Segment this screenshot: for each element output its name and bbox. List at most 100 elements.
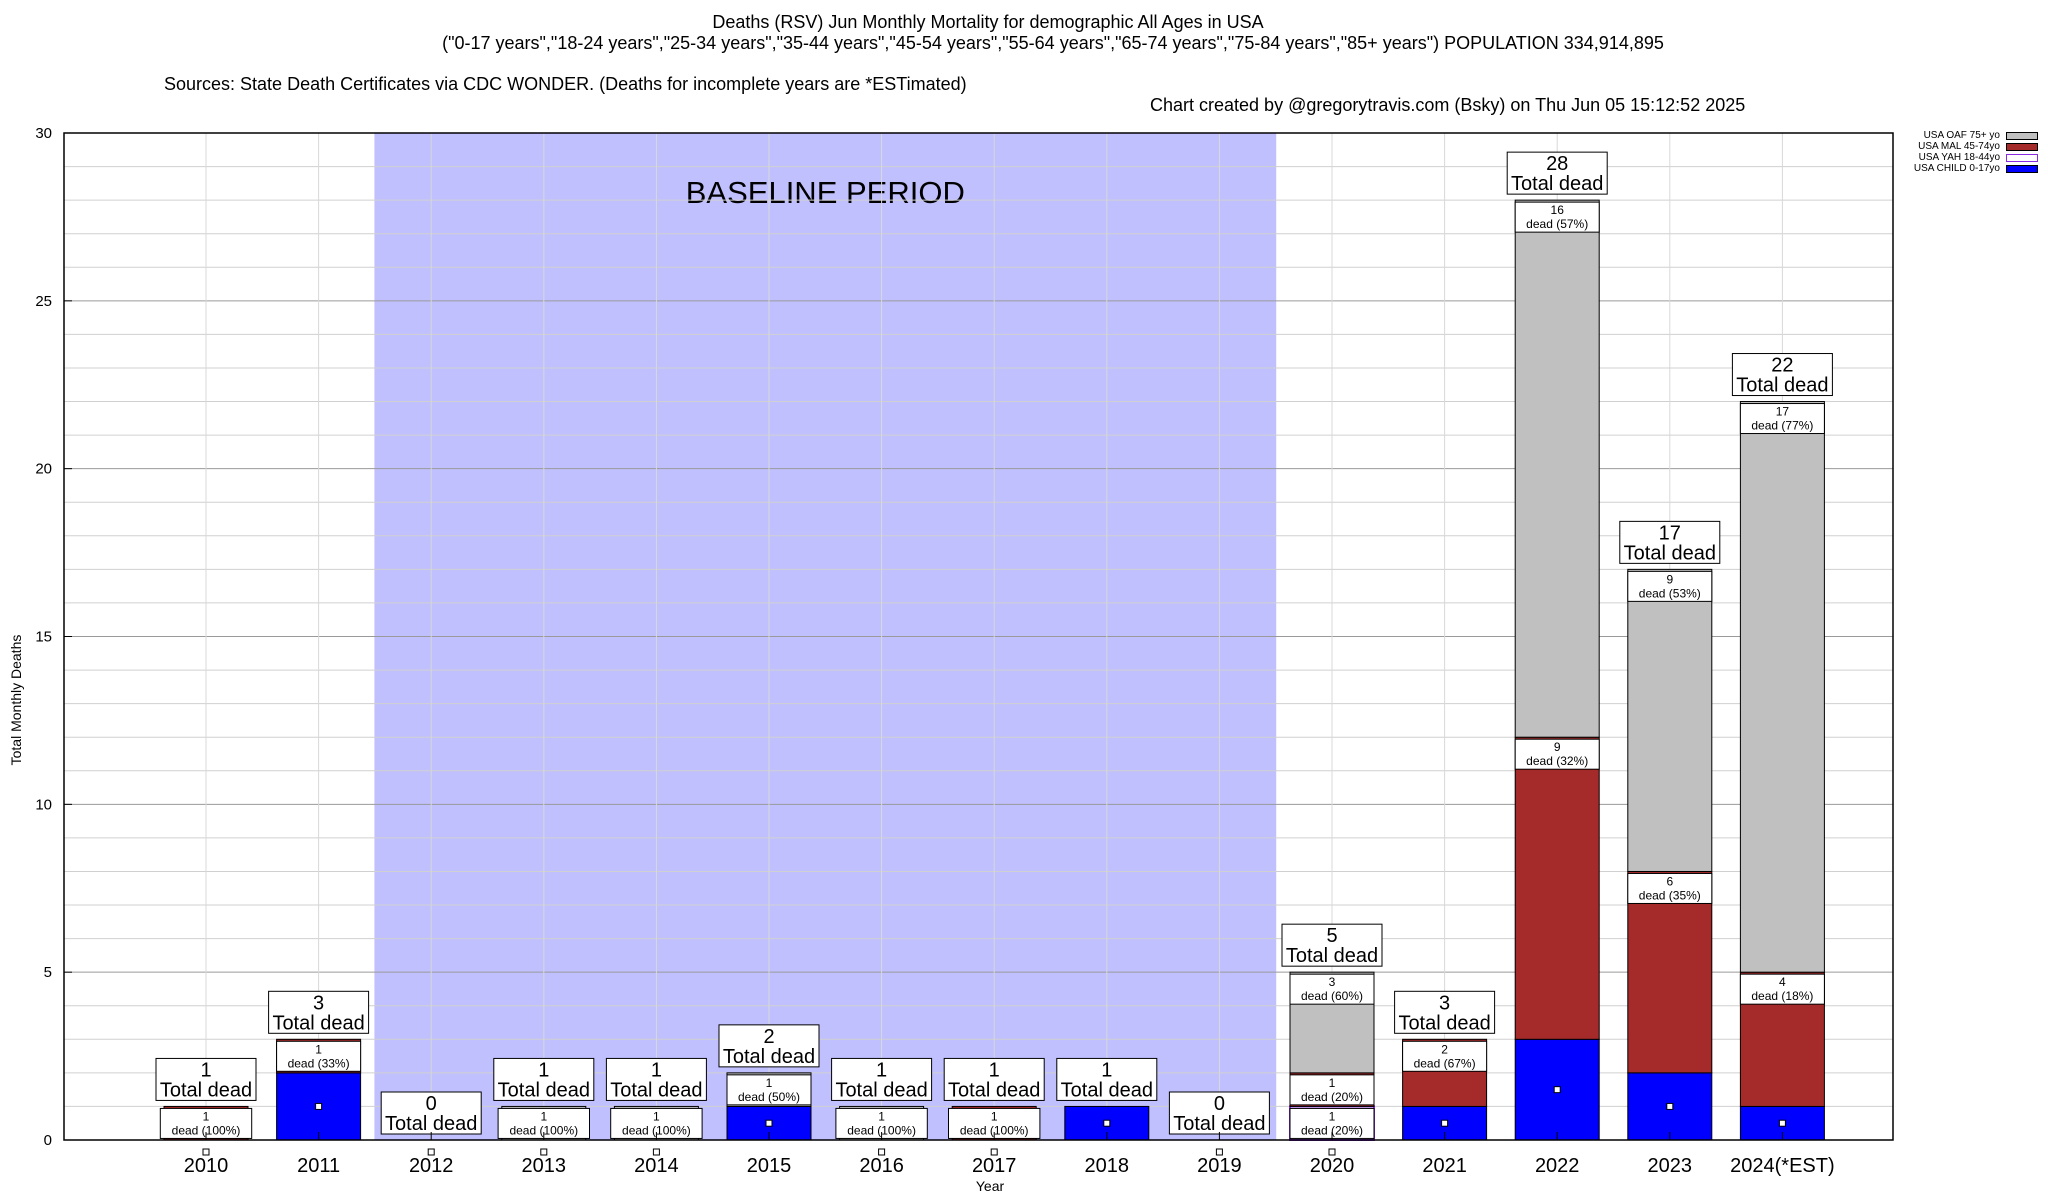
segment-label-box (1514, 738, 1600, 770)
segment-label-count: 9 (1666, 572, 1673, 586)
total-label-value: 22 (1771, 355, 1793, 377)
segment-label-count: 2 (1441, 1042, 1448, 1056)
total-label-value: 17 (1659, 522, 1681, 544)
mean-marker (1666, 1102, 1674, 1110)
mean-marker (1103, 1119, 1111, 1127)
segment-label-count: 1 (1329, 1076, 1336, 1090)
x-tick-label: 2014 (634, 1155, 679, 1177)
total-label-value: 1 (538, 1059, 549, 1081)
x-tick-label: 2016 (859, 1155, 904, 1177)
segment-label-box (1514, 201, 1600, 233)
mean-marker (202, 1148, 210, 1156)
segment-label-count: 1 (991, 1109, 998, 1123)
y-tick-label: 20 (35, 461, 52, 478)
total-label-box (1056, 1057, 1158, 1101)
total-label-box (1506, 151, 1608, 195)
x-tick-label: 2020 (1310, 1155, 1355, 1177)
x-tick-label: 2015 (747, 1155, 792, 1177)
legend: USA OAF 75+ yo USA MAL 45-74yo USA YAH 18-… (1908, 130, 2038, 174)
x-tick-label: 2017 (972, 1155, 1017, 1177)
segment-label-text: dead (20%) (1301, 1090, 1363, 1104)
segment-label-text: dead (100%) (622, 1123, 691, 1137)
mean-marker (990, 1148, 998, 1156)
bar-segment (1514, 736, 1600, 1040)
segment-label-box (1402, 1040, 1488, 1072)
segment-label-box (1627, 570, 1713, 602)
total-label-text: Total dead (1173, 1113, 1265, 1135)
total-label-box (1731, 353, 1833, 397)
total-label-box (718, 1024, 820, 1068)
legend-item: USA YAH 18-44yo (1908, 152, 2038, 163)
segment-label-text: dead (100%) (847, 1123, 916, 1137)
total-label-value: 5 (1326, 925, 1337, 947)
bar-segment (1739, 401, 1825, 973)
segment-label-box (1627, 872, 1713, 904)
mean-marker (1553, 1086, 1561, 1094)
total-label-value: 0 (426, 1093, 437, 1115)
total-label-box (1168, 1091, 1270, 1135)
segment-label-count: 1 (540, 1109, 547, 1123)
total-label-text: Total dead (835, 1079, 927, 1101)
segment-label-box (1289, 973, 1375, 1005)
y-tick-label: 5 (44, 964, 52, 981)
segment-label-count: 9 (1554, 740, 1561, 754)
total-label-value: 1 (200, 1059, 211, 1081)
total-label-text: Total dead (1624, 542, 1716, 564)
segment-label-box (1739, 403, 1825, 435)
total-label-value: 1 (876, 1059, 887, 1081)
segment-label-text: dead (100%) (172, 1123, 241, 1137)
mean-marker (1215, 1148, 1223, 1156)
mean-marker (765, 1119, 773, 1127)
y-tick-label: 15 (35, 629, 52, 646)
legend-swatch (2006, 165, 2038, 173)
segment-label-text: dead (57%) (1526, 217, 1588, 231)
total-label-value: 3 (1439, 992, 1450, 1014)
total-label-text: Total dead (1736, 375, 1828, 397)
segment-label-box (726, 1074, 812, 1106)
total-label-text: Total dead (498, 1079, 590, 1101)
y-axis-label: Total Monthly Deaths (8, 634, 24, 766)
legend-item: USA CHILD 0-17yo (1908, 163, 2038, 174)
x-tick-label: 2024(*EST) (1730, 1155, 1835, 1177)
legend-swatch (2006, 154, 2038, 162)
segment-label-text: dead (100%) (960, 1123, 1029, 1137)
segment-label-box (276, 1040, 362, 1072)
x-tick-label: 2012 (409, 1155, 454, 1177)
mean-marker (427, 1148, 435, 1156)
segment-label-text: dead (50%) (738, 1090, 800, 1104)
x-tick-label: 2022 (1535, 1155, 1580, 1177)
segment-label-count: 17 (1776, 405, 1790, 419)
segment-label-count: 16 (1551, 203, 1565, 217)
total-label-value: 3 (313, 992, 324, 1014)
segment-label-count: 3 (1329, 975, 1336, 989)
total-label-text: Total dead (385, 1113, 477, 1135)
segment-label-text: dead (33%) (288, 1056, 350, 1070)
segment-label-count: 1 (766, 1076, 773, 1090)
segment-label-text: dead (53%) (1639, 586, 1701, 600)
mean-marker (652, 1148, 660, 1156)
segment-label-box (1739, 973, 1825, 1005)
mean-marker (315, 1102, 323, 1110)
bar-segment (1627, 870, 1713, 1074)
legend-item-label: USA MAL 45-74yo (1918, 141, 2000, 152)
segment-label-text: dead (20%) (1301, 1123, 1363, 1137)
segment-label-count: 1 (315, 1042, 322, 1056)
segment-label-count: 4 (1779, 975, 1786, 989)
legend-item-label: USA CHILD 0-17yo (1913, 163, 2000, 174)
bar-segment (1514, 199, 1600, 738)
credit-text: Chart created by @gregorytravis.com (Bsk… (1150, 95, 1746, 115)
baseline-label: BASELINE PERIOD (686, 175, 965, 210)
segment-label-text: dead (18%) (1751, 989, 1813, 1003)
x-tick-label: 2011 (297, 1155, 340, 1177)
segment-label-text: dead (77%) (1751, 419, 1813, 433)
total-label-value: 2 (763, 1026, 774, 1048)
total-label-box (1281, 923, 1383, 967)
mean-marker (878, 1148, 886, 1156)
x-tick-label: 2023 (1648, 1155, 1693, 1177)
y-tick-label: 25 (35, 293, 52, 310)
x-tick-label: 2018 (1085, 1155, 1130, 1177)
segment-label-text: dead (32%) (1526, 754, 1588, 768)
segment-label-text: dead (67%) (1414, 1056, 1476, 1070)
segment-label-count: 6 (1666, 874, 1673, 888)
